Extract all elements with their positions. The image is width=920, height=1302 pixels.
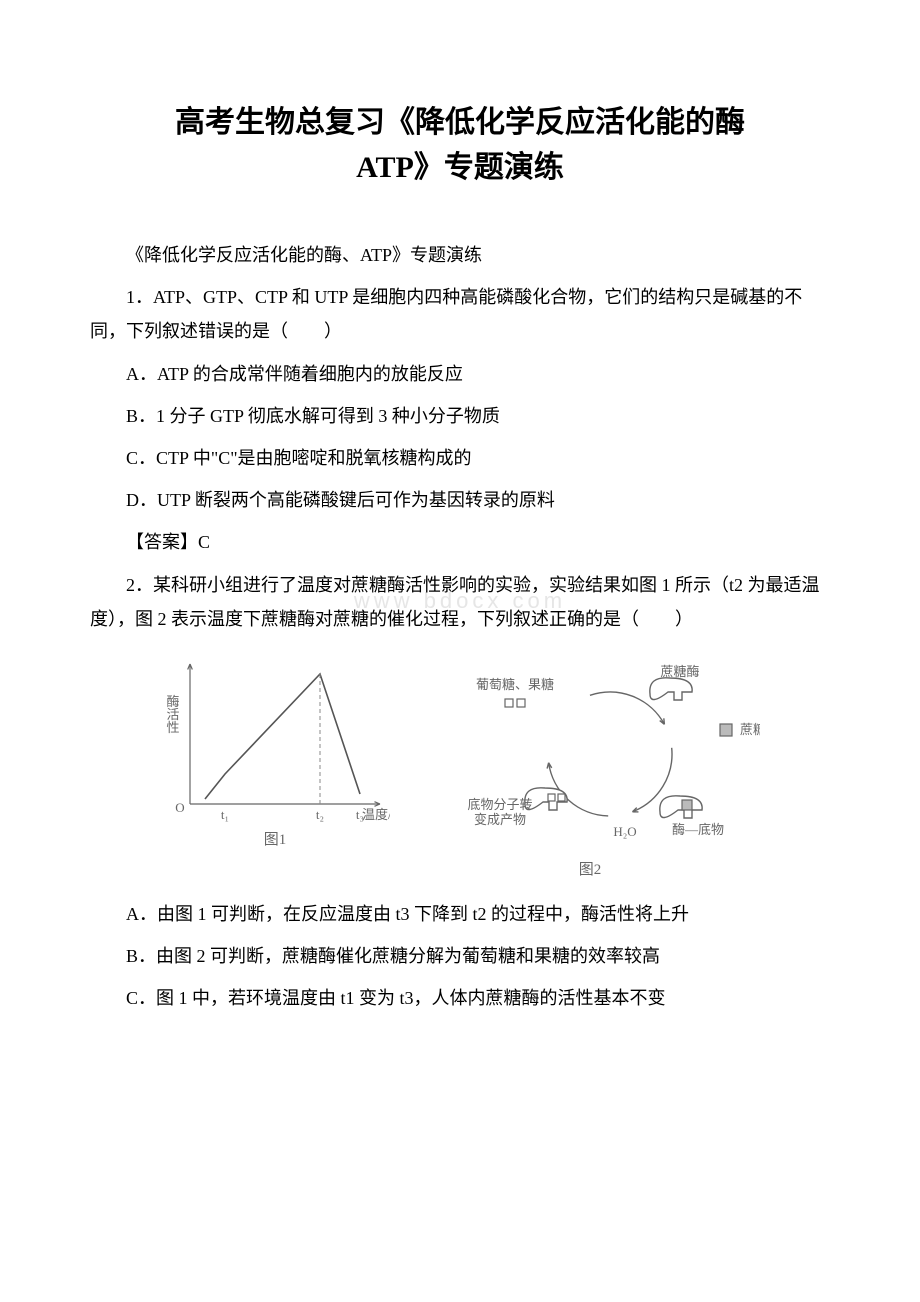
title-line-2: ATP》专题演练 (356, 151, 564, 184)
q2-option-c: C．图 1 中，若环境温度由 t1 变为 t3，人体内蔗糖酶的活性基本不变 (90, 981, 830, 1015)
figure-1-caption: 图1 (264, 828, 287, 849)
q1-stem: 1．ATP、GTP、CTP 和 UTP 是细胞内四种高能磷酸化合物，它们的结构只… (90, 280, 830, 348)
figure-2-svg: 蔗糖酶蔗糖酶—底物 H₂O 底物分子转变成产物 葡萄糖、果糖 (420, 654, 760, 854)
figure-1-svg: 酶活性温度/℃ Ot₁ t₂ t₃ (160, 654, 390, 824)
q2-option-b: B．由图 2 可判断，蔗糖酶催化蔗糖分解为葡萄糖和果糖的效率较高 (90, 939, 830, 973)
figure-2: 蔗糖酶蔗糖酶—底物 H₂O 底物分子转变成产物 葡萄糖、果糖 图2 (420, 654, 760, 879)
svg-text:t₁: t₁ (221, 807, 229, 822)
q1-option-a: A．ATP 的合成常伴随着细胞内的放能反应 (90, 357, 830, 391)
document-title: 高考生物总复习《降低化学反应活化能的酶 ATP》专题演练 (90, 100, 830, 190)
svg-text:变成产物: 变成产物 (474, 812, 526, 827)
svg-text:H₂O: H₂O (613, 824, 636, 839)
q1-option-c: C．CTP 中"C"是由胞嘧啶和脱氧核糖构成的 (90, 441, 830, 475)
figure-2-caption: 图2 (579, 858, 602, 879)
svg-text:t₂: t₂ (316, 807, 324, 822)
svg-text:酶—底物: 酶—底物 (672, 822, 724, 837)
svg-text:底物分子转: 底物分子转 (467, 797, 532, 812)
figure-1: 酶活性温度/℃ Ot₁ t₂ t₃ 图1 (160, 654, 390, 879)
q1-option-b: B．1 分子 GTP 彻底水解可得到 3 种小分子物质 (90, 399, 830, 433)
svg-text:葡萄糖、果糖: 葡萄糖、果糖 (476, 677, 554, 692)
svg-text:t₃: t₃ (356, 807, 364, 822)
q2-option-a: A．由图 1 可判断，在反应温度由 t3 下降到 t2 的过程中，酶活性将上升 (90, 897, 830, 931)
svg-text:酶活性: 酶活性 (165, 694, 180, 734)
q2-stem: 2．某科研小组进行了温度对蔗糖酶活性影响的实验，实验结果如图 1 所示（t2 为… (90, 568, 830, 636)
svg-text:O: O (175, 800, 184, 815)
svg-text:温度/℃: 温度/℃ (362, 807, 390, 822)
title-line-1: 高考生物总复习《降低化学反应活化能的酶 (175, 106, 745, 139)
svg-text:蔗糖酶: 蔗糖酶 (660, 664, 699, 679)
svg-text:蔗糖: 蔗糖 (740, 722, 760, 737)
q1-option-d: D．UTP 断裂两个高能磷酸键后可作为基因转录的原料 (90, 483, 830, 517)
figures-row: 酶活性温度/℃ Ot₁ t₂ t₃ 图1 蔗糖酶蔗糖酶—底物 H₂O 底物分子转变成产物 葡… (90, 654, 830, 879)
q1-answer: 【答案】C (90, 525, 830, 559)
intro-paragraph: 《降低化学反应活化能的酶、ATP》专题演练 (90, 238, 830, 272)
